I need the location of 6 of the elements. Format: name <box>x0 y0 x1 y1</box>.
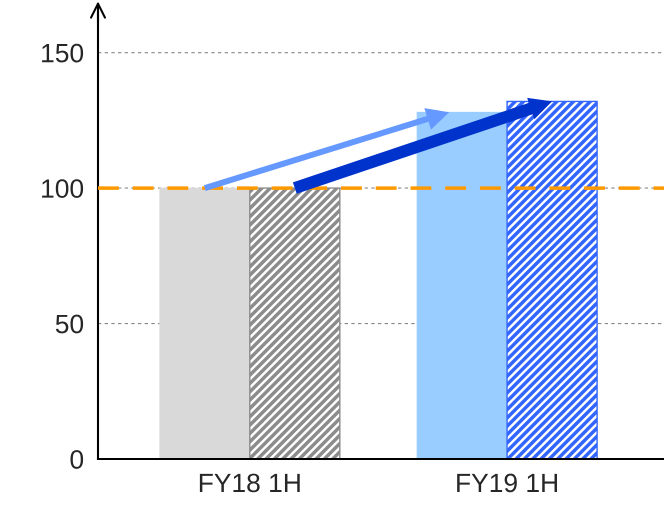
y-tick-label: 50 <box>56 314 84 334</box>
y-tick-label: 0 <box>70 450 84 469</box>
y-tick-label: 100 <box>42 179 84 198</box>
x-tick-label: FY18 1H <box>200 474 300 492</box>
y-tick-label: 150 <box>42 44 84 62</box>
x-tick-label: FY19 1H <box>457 474 557 492</box>
